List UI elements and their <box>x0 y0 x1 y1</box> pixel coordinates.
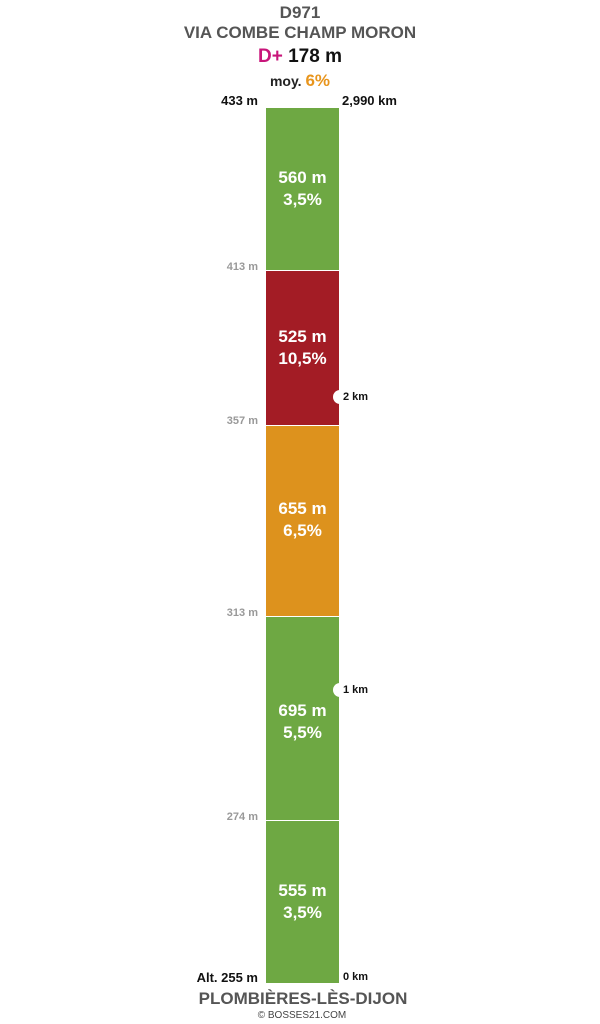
altitude-mark: 274 m <box>226 811 258 823</box>
segment-divider <box>266 616 339 617</box>
altitude-mark: 357 m <box>226 415 258 427</box>
segment-length: 525 m <box>278 327 327 346</box>
elevation-gain: D+ 178 m <box>0 46 600 68</box>
segment-5: 555 m 3,5% <box>266 820 339 983</box>
average-grade: moy. 6% <box>0 71 600 91</box>
road-number: D971 <box>279 3 321 22</box>
segment-grade: 6,5% <box>283 521 322 540</box>
segment-divider <box>266 820 339 821</box>
segment-1: 560 m 3,5% <box>266 108 339 270</box>
km-marker-notch <box>333 683 347 697</box>
average-value: 6% <box>305 71 331 90</box>
top-altitude-label: 433 m <box>221 93 258 108</box>
segment-length: 560 m <box>278 168 327 187</box>
average-label: moy. <box>269 73 302 89</box>
segment-divider <box>266 270 339 271</box>
segment-2: 525 m 10,5% <box>266 270 339 425</box>
altitude-mark: 313 m <box>226 607 258 619</box>
start-distance-label: 0 km <box>343 971 369 983</box>
credit: © BOSSES21.COM <box>257 1010 347 1021</box>
climb-name: VIA COMBE CHAMP MORON <box>183 23 417 42</box>
top-distance-label: 2,990 km <box>342 93 397 108</box>
segment-length: 655 m <box>278 499 327 518</box>
km-mark: 1 km <box>343 684 369 696</box>
segment-3: 655 m 6,5% <box>266 425 339 616</box>
segment-grade: 3,5% <box>283 903 322 922</box>
start-altitude-label: Alt. 255 m <box>196 970 258 985</box>
start-town: PLOMBIÈRES-LÈS-DIJON <box>198 989 408 1008</box>
segment-divider <box>266 425 339 426</box>
climb-profile-strip: 560 m 3,5% 525 m 10,5% 655 m 6,5% 695 m … <box>266 108 339 983</box>
km-marker-notch <box>333 390 347 404</box>
gain-label: D+ <box>258 46 283 67</box>
segment-length: 555 m <box>278 881 327 900</box>
km-mark: 2 km <box>343 391 369 403</box>
segment-grade: 5,5% <box>283 723 322 742</box>
altitude-mark: 413 m <box>226 261 258 273</box>
segment-4: 695 m 5,5% <box>266 616 339 820</box>
segment-grade: 3,5% <box>283 190 322 209</box>
gain-value: 178 m <box>288 46 342 67</box>
segment-grade: 10,5% <box>278 349 327 368</box>
segment-length: 695 m <box>278 701 327 720</box>
